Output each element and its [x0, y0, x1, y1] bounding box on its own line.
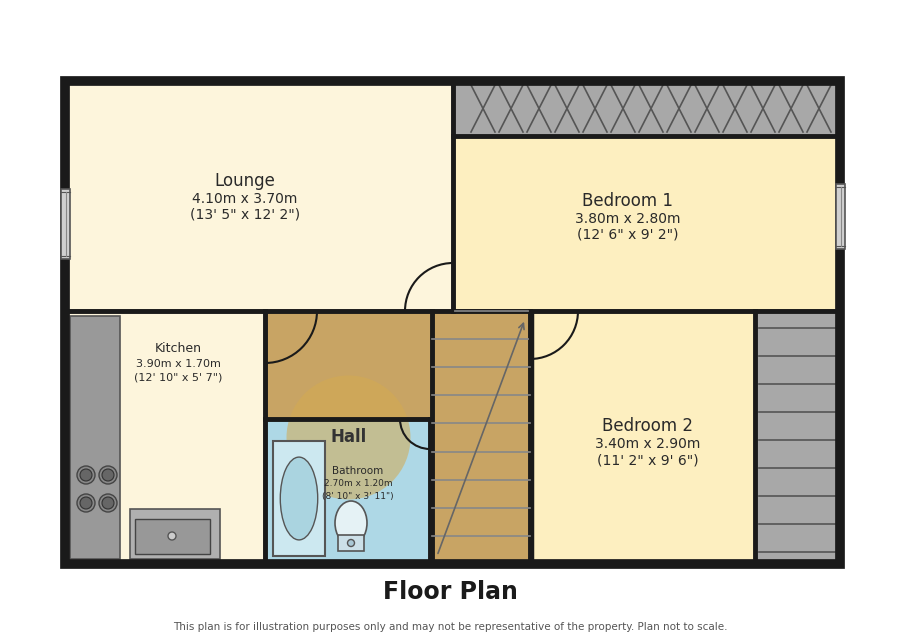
Bar	[453, 81, 840, 311]
Text: Bedroom 1: Bedroom 1	[582, 192, 673, 210]
Text: Hall: Hall	[330, 429, 366, 447]
Circle shape	[77, 494, 95, 512]
Bar	[265, 311, 840, 564]
Bar	[61, 189, 70, 259]
Bar	[836, 184, 845, 249]
Bar	[755, 311, 840, 564]
Circle shape	[286, 376, 410, 500]
Text: Bedroom 2: Bedroom 2	[602, 417, 694, 435]
Bar	[265, 419, 430, 564]
Circle shape	[102, 497, 114, 509]
Circle shape	[102, 469, 114, 481]
Circle shape	[347, 539, 355, 546]
Ellipse shape	[335, 501, 367, 545]
Bar	[65, 81, 453, 311]
Bar	[70, 316, 120, 559]
Circle shape	[168, 532, 176, 540]
Text: Bathroom: Bathroom	[332, 466, 383, 476]
Text: 3.90m x 1.70m: 3.90m x 1.70m	[136, 359, 220, 369]
Text: (11' 2" x 9' 6"): (11' 2" x 9' 6")	[598, 453, 698, 467]
Circle shape	[99, 494, 117, 512]
Bar	[65, 81, 840, 564]
Bar	[130, 509, 220, 559]
Text: 2.70m x 1.20m: 2.70m x 1.20m	[324, 479, 392, 488]
Circle shape	[77, 466, 95, 484]
Text: 3.80m x 2.80m: 3.80m x 2.80m	[575, 212, 680, 226]
Text: 3.40m x 2.90m: 3.40m x 2.90m	[595, 437, 701, 451]
Ellipse shape	[280, 457, 318, 540]
Text: (8' 10" x 3' 11"): (8' 10" x 3' 11")	[322, 491, 394, 500]
Bar	[135, 519, 210, 554]
Bar	[532, 311, 840, 564]
Circle shape	[99, 466, 117, 484]
Text: Kitchen: Kitchen	[155, 343, 202, 355]
Bar	[453, 81, 840, 136]
Bar	[432, 311, 530, 564]
Circle shape	[80, 469, 92, 481]
Text: Lounge: Lounge	[214, 172, 275, 190]
Text: (12' 10" x 5' 7"): (12' 10" x 5' 7")	[134, 372, 222, 382]
Text: (12' 6" x 9' 2"): (12' 6" x 9' 2")	[577, 228, 679, 242]
Circle shape	[80, 497, 92, 509]
Bar	[65, 311, 265, 564]
Text: Floor Plan: Floor Plan	[382, 580, 518, 604]
Text: (13' 5" x 12' 2"): (13' 5" x 12' 2")	[190, 208, 300, 222]
Bar	[273, 441, 325, 556]
Text: This plan is for illustration purposes only and may not be representative of the: This plan is for illustration purposes o…	[173, 622, 727, 632]
Text: 4.10m x 3.70m: 4.10m x 3.70m	[193, 192, 298, 206]
Bar	[338, 535, 364, 551]
